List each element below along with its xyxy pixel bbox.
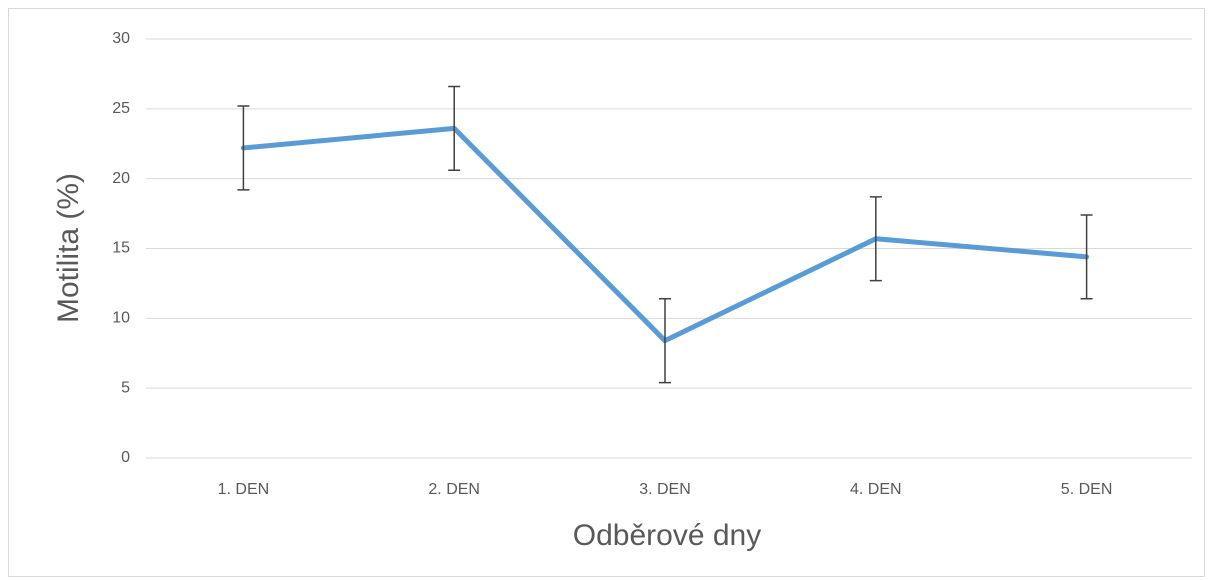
y-tick-label: 0: [121, 449, 130, 466]
x-tick-label: 5. DEN: [1061, 481, 1113, 498]
chart-border: [8, 8, 1205, 577]
y-axis-title: Motilita (%): [52, 173, 85, 323]
y-tick-label: 20: [112, 170, 130, 187]
x-axis-title: Odběrové dny: [573, 519, 761, 552]
x-tick-label: 1. DEN: [218, 481, 270, 498]
error-bar: [237, 105, 250, 191]
x-tick-label: 2. DEN: [428, 481, 480, 498]
x-tick-label: 3. DEN: [639, 481, 691, 498]
error-bar: [869, 196, 882, 282]
y-tick-label: 10: [112, 310, 130, 327]
error-bar: [659, 298, 671, 384]
y-tick-label: 15: [112, 240, 130, 257]
y-tick-label: 25: [112, 100, 130, 117]
error-bar: [1080, 214, 1093, 300]
y-tick-label: 30: [112, 30, 130, 47]
x-tick-label: 4. DEN: [850, 481, 902, 498]
y-tick-label: 5: [121, 379, 130, 396]
error-bar: [448, 85, 461, 172]
